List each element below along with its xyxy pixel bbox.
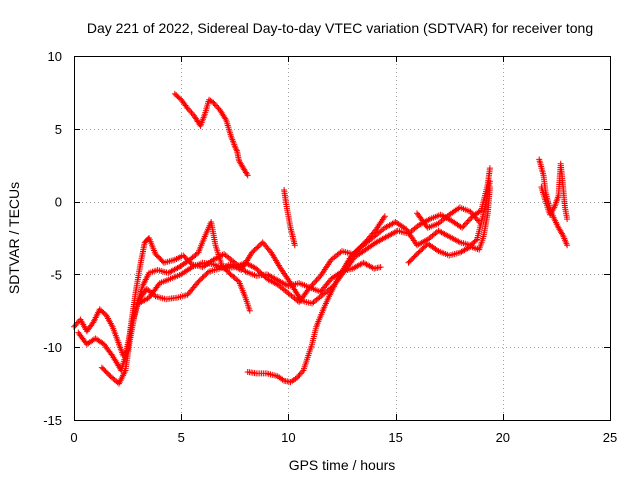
scatter-markers <box>171 90 251 179</box>
scatter-markers <box>414 204 483 231</box>
plot-frame <box>74 56 611 421</box>
data-series-t9 <box>281 187 298 249</box>
y-tick-label: -5 <box>50 267 62 282</box>
x-tick-label: 25 <box>603 430 617 445</box>
data-series-t7 <box>171 90 251 179</box>
x-tick-label: 10 <box>281 430 295 445</box>
x-tick-label: 0 <box>70 430 77 445</box>
x-tick-label: 5 <box>178 430 185 445</box>
data-points <box>71 90 571 387</box>
y-tick-label: -10 <box>43 340 62 355</box>
data-series-t3 <box>98 219 253 387</box>
y-tick-label: 5 <box>55 122 62 137</box>
y-axis-label: SDTVAR / TECUs <box>6 182 22 294</box>
data-series-t6 <box>414 204 483 231</box>
scatter-markers <box>538 160 571 223</box>
data-series-t5 <box>405 184 493 266</box>
scatter-markers <box>405 184 493 266</box>
y-tick-label: 0 <box>55 195 62 210</box>
y-tick-label: 10 <box>48 49 62 64</box>
x-axis-label: GPS time / hours <box>289 457 396 473</box>
x-tick-label: 20 <box>496 430 510 445</box>
data-series-t11 <box>538 160 571 223</box>
scatter-markers <box>281 187 298 249</box>
scatter-markers <box>98 219 253 387</box>
x-tick-label: 15 <box>388 430 402 445</box>
data-series-t8 <box>244 213 388 386</box>
scatter-markers <box>244 213 388 386</box>
chart-title: Day 221 of 2022, Sidereal Day-to-day VTE… <box>87 20 593 36</box>
y-tick-label: -15 <box>43 413 62 428</box>
